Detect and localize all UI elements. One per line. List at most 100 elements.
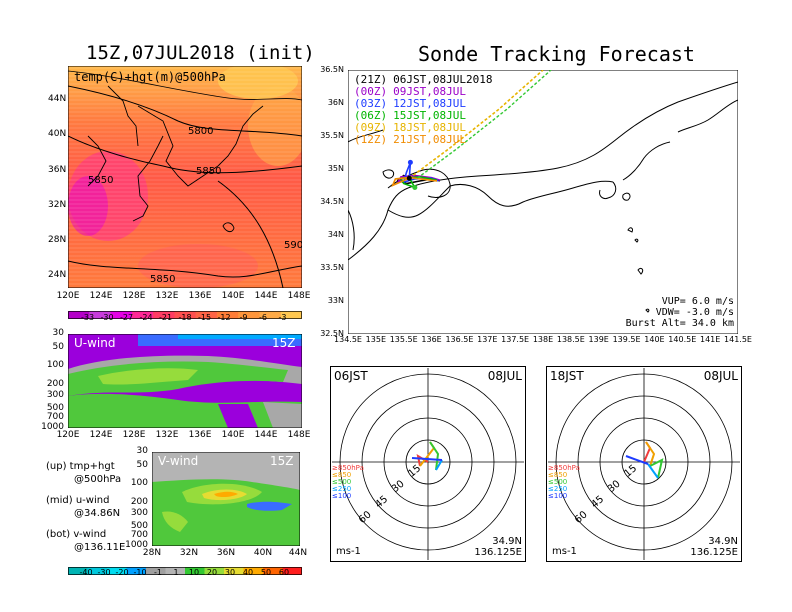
run-legend-entry: (21Z) 06JST,08JUL2018: [354, 74, 492, 86]
track-lon-tick: 135.5E: [389, 335, 418, 344]
pressure-legend-entry: ≤250: [332, 485, 351, 493]
colorbar-swatch: [238, 311, 260, 319]
run-legend: (21Z) 06JST,08JUL2018 (00Z) 09JST,08JUL (03Z…: [354, 74, 492, 146]
colorbar-swatch: [110, 311, 133, 319]
pressure-tick: 1000: [125, 540, 148, 550]
track-lon-tick: 139E: [588, 335, 609, 344]
colorbar-label: -21: [158, 313, 173, 322]
pressure-tick: 500: [46, 403, 64, 414]
colorbar-swatch: [259, 311, 282, 319]
lon-tick: 124E: [89, 430, 113, 440]
legend-line: (bot) v-wind: [46, 529, 107, 540]
lat-tick: 28N: [142, 548, 162, 558]
pressure-legend-entry: ≤100: [548, 492, 567, 500]
run-legend-entry: (12Z) 21JST,08JUL: [354, 134, 492, 146]
lon-tick: 136E: [188, 430, 212, 440]
hodograph-trace: [647, 463, 659, 479]
hodograph-trace: [435, 459, 443, 471]
lon-tick: 124E: [89, 291, 113, 301]
colorbar-swatch: [185, 567, 205, 575]
run-legend-entry: (06Z) 15JST,08JUL: [354, 110, 492, 122]
track-lon-tick: 139.5E: [612, 335, 641, 344]
run-time: 12JST,08JUL: [393, 97, 466, 110]
tracking-title: Sonde Tracking Forecast: [418, 42, 695, 66]
track-lon-tick: 140.5E: [668, 335, 697, 344]
track-series-line: [391, 176, 438, 188]
legend-line: @34.86N: [74, 508, 121, 519]
lon-tick: 144E: [254, 291, 278, 301]
v-wind-lat-axis: 28N 32N 36N 40N 44N: [140, 548, 310, 560]
pressure-legend-entry: ≤100: [332, 492, 351, 500]
track-lon-tick: 135E: [365, 335, 387, 344]
contour-label: 5850: [150, 274, 175, 285]
colorbar-label: 30: [224, 568, 236, 577]
lon-tick: 132E: [155, 291, 179, 301]
colorbar-label: -9: [239, 313, 248, 322]
colorbar-label: 1: [173, 568, 179, 577]
contour-label: 5850: [196, 166, 221, 177]
launch-point-marker: [407, 159, 413, 165]
pressure-tick: 30: [136, 446, 148, 456]
track-lat-tick: 35.5N: [320, 131, 344, 140]
sonde-parameters: VUP= 6.0 m/s VDW= -3.0 m/s Burst Alt= 34…: [604, 296, 734, 329]
track-lat-tick: 34.5N: [320, 197, 344, 206]
colorbar-label: -30: [100, 313, 114, 322]
run-time: 15JST,08JUL: [393, 109, 466, 122]
contour-label: 5800: [188, 126, 213, 137]
colorbar-swatch: [195, 311, 218, 319]
run-code: (00Z): [354, 85, 388, 98]
lon-tick: 148E: [287, 291, 311, 301]
hodograph-time: 06JST: [334, 369, 368, 383]
legend-line: (up) tmp+hgt: [46, 461, 115, 472]
burst-altitude: Burst Alt= 34.0 km: [625, 318, 734, 329]
pressure-legend-entry: ≤850: [548, 471, 567, 479]
run-code: (21Z): [354, 73, 388, 86]
pressure-tick: 500: [130, 521, 148, 532]
legend-line: @500hPa: [74, 474, 122, 485]
pressure-legend-entry: ≤500: [548, 478, 567, 486]
panel-legend: (up) tmp+hgt @500hPa (mid) u-wind @34.86…: [46, 460, 125, 554]
track-lon-tick: 137E: [477, 335, 498, 344]
pressure-legend-entry: ≥850hPa: [548, 464, 580, 472]
pressure-tick: 200: [46, 378, 64, 389]
colorbar-label: 20: [206, 568, 218, 577]
lat-tick: 44N: [48, 94, 67, 104]
run-time: 21JST,08JUL: [393, 133, 466, 146]
lon-tick: 120E: [56, 291, 80, 301]
colorbar-label: -3: [278, 313, 287, 322]
hodograph-date: 08JUL: [704, 369, 739, 383]
track-lon-axis: 134.5E 135E 135.5E 136E 136.5E 137E 137.5E 138E…: [330, 335, 760, 347]
colorbar-label: -1: [154, 568, 162, 577]
contour-label: 5850: [88, 175, 113, 186]
u-wind-lon-axis: 120E 124E 128E 132E 136E 140E 144E 148E: [56, 430, 311, 442]
lat-tick: 36N: [216, 548, 236, 558]
contour-label: 590: [284, 240, 302, 251]
colorbar-swatch: [282, 567, 303, 575]
v-wind-time: 15Z: [270, 454, 294, 468]
colorbar-swatch: [87, 567, 108, 575]
pressure-tick: 200: [130, 496, 148, 507]
track-lat-tick: 35N: [327, 164, 344, 173]
launch-point-marker: [412, 184, 418, 190]
hodograph-trace: [411, 457, 443, 461]
run-legend-entry: (00Z) 09JST,08JUL: [354, 86, 492, 98]
map-field-label: temp(C)+hgt(m)@500hPa: [74, 70, 226, 84]
lon-axis: 120E 124E 128E 132E 136E 140E 144E 148E: [56, 291, 311, 303]
colorbar-label: -27: [119, 313, 134, 322]
lon-tick: 144E: [254, 430, 278, 440]
lon-tick: 120E: [56, 430, 80, 440]
v-wind-cross-section: [152, 452, 300, 546]
colorbar-label: -18: [178, 313, 192, 322]
track-lon-tick: 138.5E: [556, 335, 585, 344]
lat-tick: 32N: [179, 548, 199, 558]
colorbar-label: -6: [259, 313, 267, 322]
colorbar-label: 40: [242, 568, 254, 577]
hodograph-lon: 136.125E: [474, 547, 522, 558]
hodograph-06jst: 15 30 45 60 06JST 08JUL ms-1 34.9N 136.125E ≥850h…: [330, 366, 526, 562]
colorbar-label: -33: [80, 313, 95, 322]
hodograph-unit: ms-1: [336, 546, 361, 557]
hodograph-unit: ms-1: [552, 546, 577, 557]
colorbar-swatch: [153, 311, 175, 319]
colorbar-label: -10: [133, 568, 147, 577]
colorbar-swatch: [174, 311, 197, 319]
